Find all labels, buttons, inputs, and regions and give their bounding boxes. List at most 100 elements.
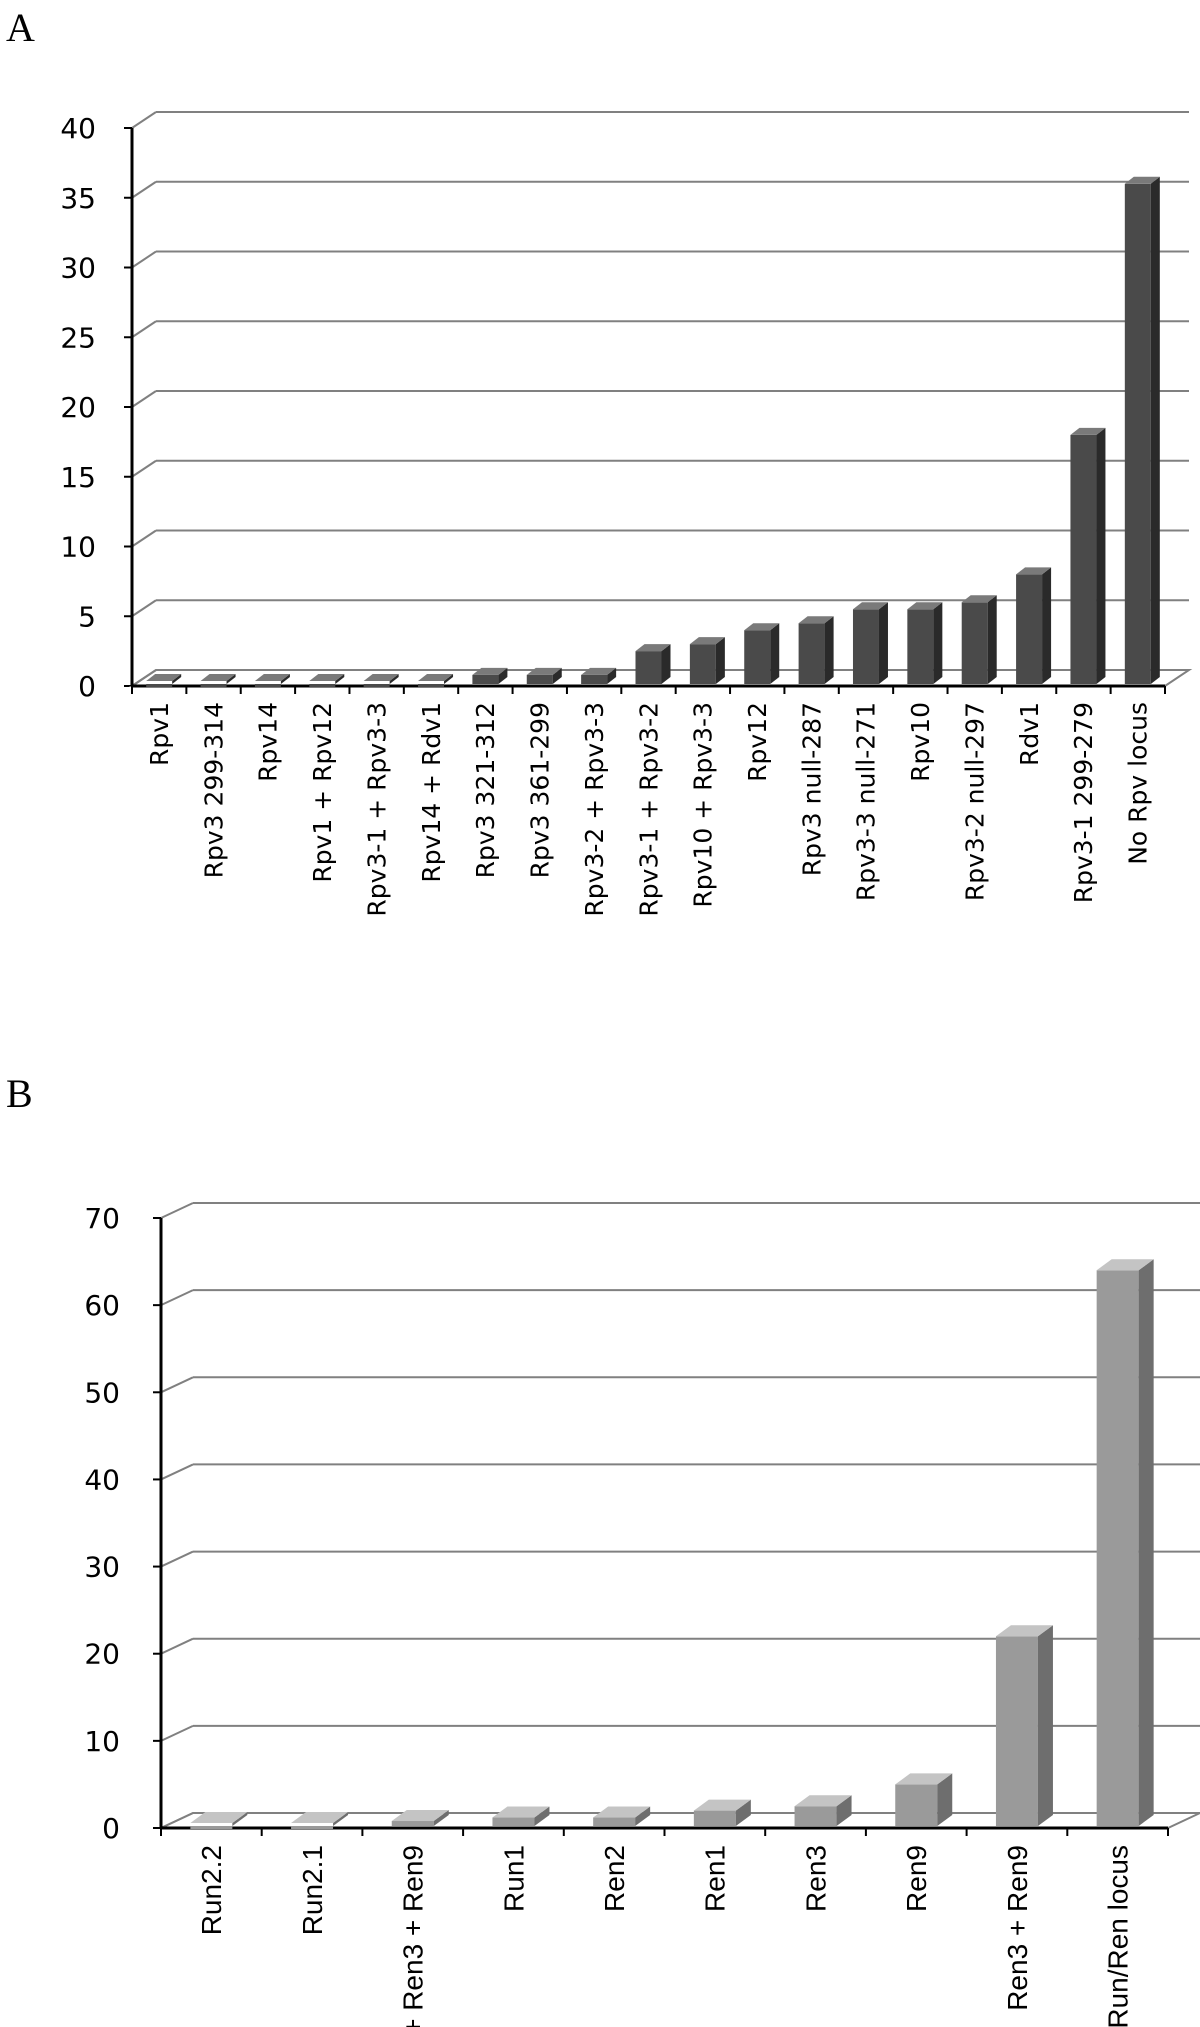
a-bar-top-8 bbox=[581, 667, 617, 675]
a-ytick-label-0: 0 bbox=[78, 670, 96, 703]
b-bar-side-9 bbox=[1138, 1259, 1154, 1826]
b-category-label-9: No Run/Ren locus bbox=[1102, 1845, 1133, 2027]
a-bar-top-2 bbox=[254, 674, 290, 681]
b-category-label-7: Ren9 bbox=[901, 1845, 932, 1912]
b-ytick-label-4: 40 bbox=[84, 1463, 120, 1496]
b-bar-4 bbox=[593, 1817, 636, 1826]
b-gridline-left-5 bbox=[160, 1376, 194, 1394]
a-bar-top-15 bbox=[961, 595, 997, 603]
a-category-label-4: Rpv3-1 + Rpv3-3 bbox=[362, 702, 391, 917]
a-category-label-11: Rpv12 bbox=[743, 702, 772, 782]
b-bar-top-7 bbox=[895, 1773, 953, 1785]
b-gridline-left-2 bbox=[160, 1637, 194, 1655]
a-bar-top-3 bbox=[309, 674, 345, 681]
a-bar-7 bbox=[526, 674, 553, 684]
a-bar-top-5 bbox=[418, 674, 454, 681]
b-ytick-label-7: 70 bbox=[84, 1202, 120, 1235]
b-ytick-label-0: 0 bbox=[102, 1812, 120, 1845]
a-category-label-0: Rpv1 bbox=[145, 702, 174, 766]
b-bar-top-4 bbox=[593, 1806, 651, 1818]
a-category-label-18: No Rpv locus bbox=[1124, 702, 1153, 865]
a-bar-side-14 bbox=[933, 602, 943, 684]
a-ytick-label-7: 35 bbox=[60, 182, 96, 215]
a-bar-top-6 bbox=[472, 667, 508, 675]
b-ytick-label-1: 10 bbox=[84, 1725, 120, 1758]
a-category-label-8: Rpv3-2 + Rpv3-3 bbox=[580, 702, 609, 917]
b-bar-side-3 bbox=[534, 1806, 550, 1826]
b-category-label-8: Ren3 + Ren9 bbox=[1002, 1845, 1033, 2011]
a-bar-top-16 bbox=[1016, 567, 1052, 575]
a-ytick-label-4: 20 bbox=[60, 391, 96, 424]
b-category-label-2: Ren2 + Ren3 + Ren9 bbox=[398, 1845, 429, 2027]
a-bar-side-5 bbox=[444, 674, 454, 684]
a-category-label-16: Rdv1 bbox=[1015, 702, 1044, 766]
a-category-label-14: Rpv10 bbox=[906, 702, 935, 782]
a-category-label-17: Rpv3-1 299-279 bbox=[1069, 702, 1098, 903]
a-bar-12 bbox=[798, 623, 825, 684]
b-bar-9 bbox=[1096, 1270, 1139, 1826]
a-gridline-left-6 bbox=[131, 250, 157, 269]
b-category-label-5: Ren1 bbox=[700, 1845, 731, 1912]
a-bar-top-10 bbox=[689, 637, 725, 645]
a-bar-side-12 bbox=[824, 616, 834, 684]
b-bar-top-0 bbox=[190, 1812, 248, 1823]
a-bar-top-12 bbox=[798, 616, 834, 624]
a-bar-side-7 bbox=[552, 667, 562, 684]
a-gridline-left-7 bbox=[131, 180, 157, 199]
a-category-label-3: Rpv1 + Rpv12 bbox=[308, 702, 337, 883]
a-bar-2 bbox=[254, 684, 281, 687]
a-ytick-label-3: 15 bbox=[60, 461, 96, 494]
a-category-label-13: Rpv3-3 null-271 bbox=[852, 702, 881, 901]
b-bar-5 bbox=[693, 1810, 736, 1826]
a-category-label-6: Rpv3 321-312 bbox=[471, 702, 500, 878]
b-gridline-left-1 bbox=[160, 1724, 194, 1742]
a-bar-top-1 bbox=[200, 674, 236, 681]
a-bar-side-17 bbox=[1096, 427, 1106, 684]
b-ytick-label-6: 60 bbox=[84, 1289, 120, 1322]
a-bar-side-4 bbox=[389, 674, 399, 684]
a-category-label-1: Rpv3 299-314 bbox=[199, 702, 228, 878]
a-ytick-label-8: 40 bbox=[60, 112, 96, 145]
b-bar-top-3 bbox=[492, 1806, 550, 1818]
b-bar-side-0 bbox=[232, 1812, 248, 1826]
a-bar-side-9 bbox=[661, 644, 671, 684]
b-bar-top-2 bbox=[391, 1810, 449, 1822]
b-bar-1 bbox=[291, 1826, 334, 1829]
b-bar-0 bbox=[190, 1826, 233, 1829]
b-bar-8 bbox=[995, 1636, 1038, 1826]
a-bar-side-3 bbox=[335, 674, 345, 684]
a-bar-17 bbox=[1070, 434, 1097, 684]
b-bar-side-6 bbox=[836, 1795, 852, 1826]
a-bar-top-17 bbox=[1070, 427, 1106, 435]
a-bar-top-13 bbox=[852, 602, 888, 610]
a-bar-18 bbox=[1124, 183, 1151, 685]
a-category-label-12: Rpv3 null-287 bbox=[797, 702, 826, 876]
panel-label-b: B bbox=[6, 1071, 33, 1116]
a-bar-side-2 bbox=[280, 674, 290, 684]
a-gridline-left-3 bbox=[131, 459, 157, 478]
a-bar-side-0 bbox=[172, 674, 182, 684]
a-bar-side-11 bbox=[770, 623, 780, 684]
b-bar-side-5 bbox=[735, 1799, 751, 1826]
a-bar-15 bbox=[961, 602, 988, 684]
a-category-label-15: Rpv3-2 null-297 bbox=[960, 702, 989, 901]
a-gridline-left-4 bbox=[131, 390, 157, 408]
a-bar-top-11 bbox=[744, 623, 780, 631]
a-bar-5 bbox=[418, 684, 445, 687]
b-gridline-left-3 bbox=[160, 1550, 194, 1568]
b-category-label-1: Run2.1 bbox=[297, 1845, 328, 1935]
a-bar-3 bbox=[309, 684, 336, 687]
b-category-label-0: Run2.2 bbox=[196, 1845, 227, 1935]
a-ytick-label-6: 30 bbox=[60, 252, 96, 285]
b-bar-side-8 bbox=[1037, 1625, 1053, 1826]
a-ytick-label-1: 5 bbox=[78, 600, 96, 633]
b-bar-top-5 bbox=[693, 1799, 751, 1811]
b-bar-2 bbox=[391, 1821, 434, 1826]
b-category-label-6: Ren3 bbox=[800, 1845, 831, 1912]
a-bar-side-18 bbox=[1150, 176, 1160, 685]
b-bar-top-6 bbox=[794, 1795, 852, 1807]
b-gridline-left-7 bbox=[160, 1202, 194, 1219]
a-bar-6 bbox=[472, 674, 499, 684]
a-gridline-left-5 bbox=[131, 320, 157, 339]
b-bar-top-9 bbox=[1096, 1259, 1154, 1271]
